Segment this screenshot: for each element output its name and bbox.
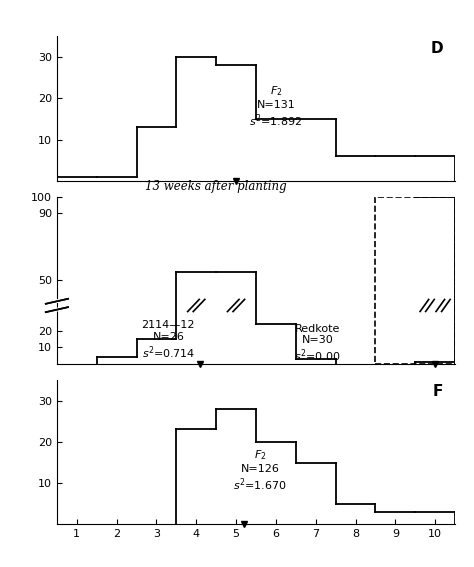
Text: $F_2$
N=131
$s^2$=1.892: $F_2$ N=131 $s^2$=1.892 <box>249 84 302 129</box>
Bar <box>375 197 455 364</box>
Text: 13 weeks after planting: 13 weeks after planting <box>146 180 287 193</box>
Text: Redkote
N=30
$s^2$=0.00: Redkote N=30 $s^2$=0.00 <box>294 324 341 365</box>
Text: $F_2$
N=126
$s^2$=1.670: $F_2$ N=126 $s^2$=1.670 <box>233 448 287 493</box>
Text: 2114—12
N=26
$s^2$=0.714: 2114—12 N=26 $s^2$=0.714 <box>142 320 195 361</box>
Text: D: D <box>430 41 443 56</box>
Text: E: E <box>383 202 394 217</box>
Text: F: F <box>433 384 443 399</box>
